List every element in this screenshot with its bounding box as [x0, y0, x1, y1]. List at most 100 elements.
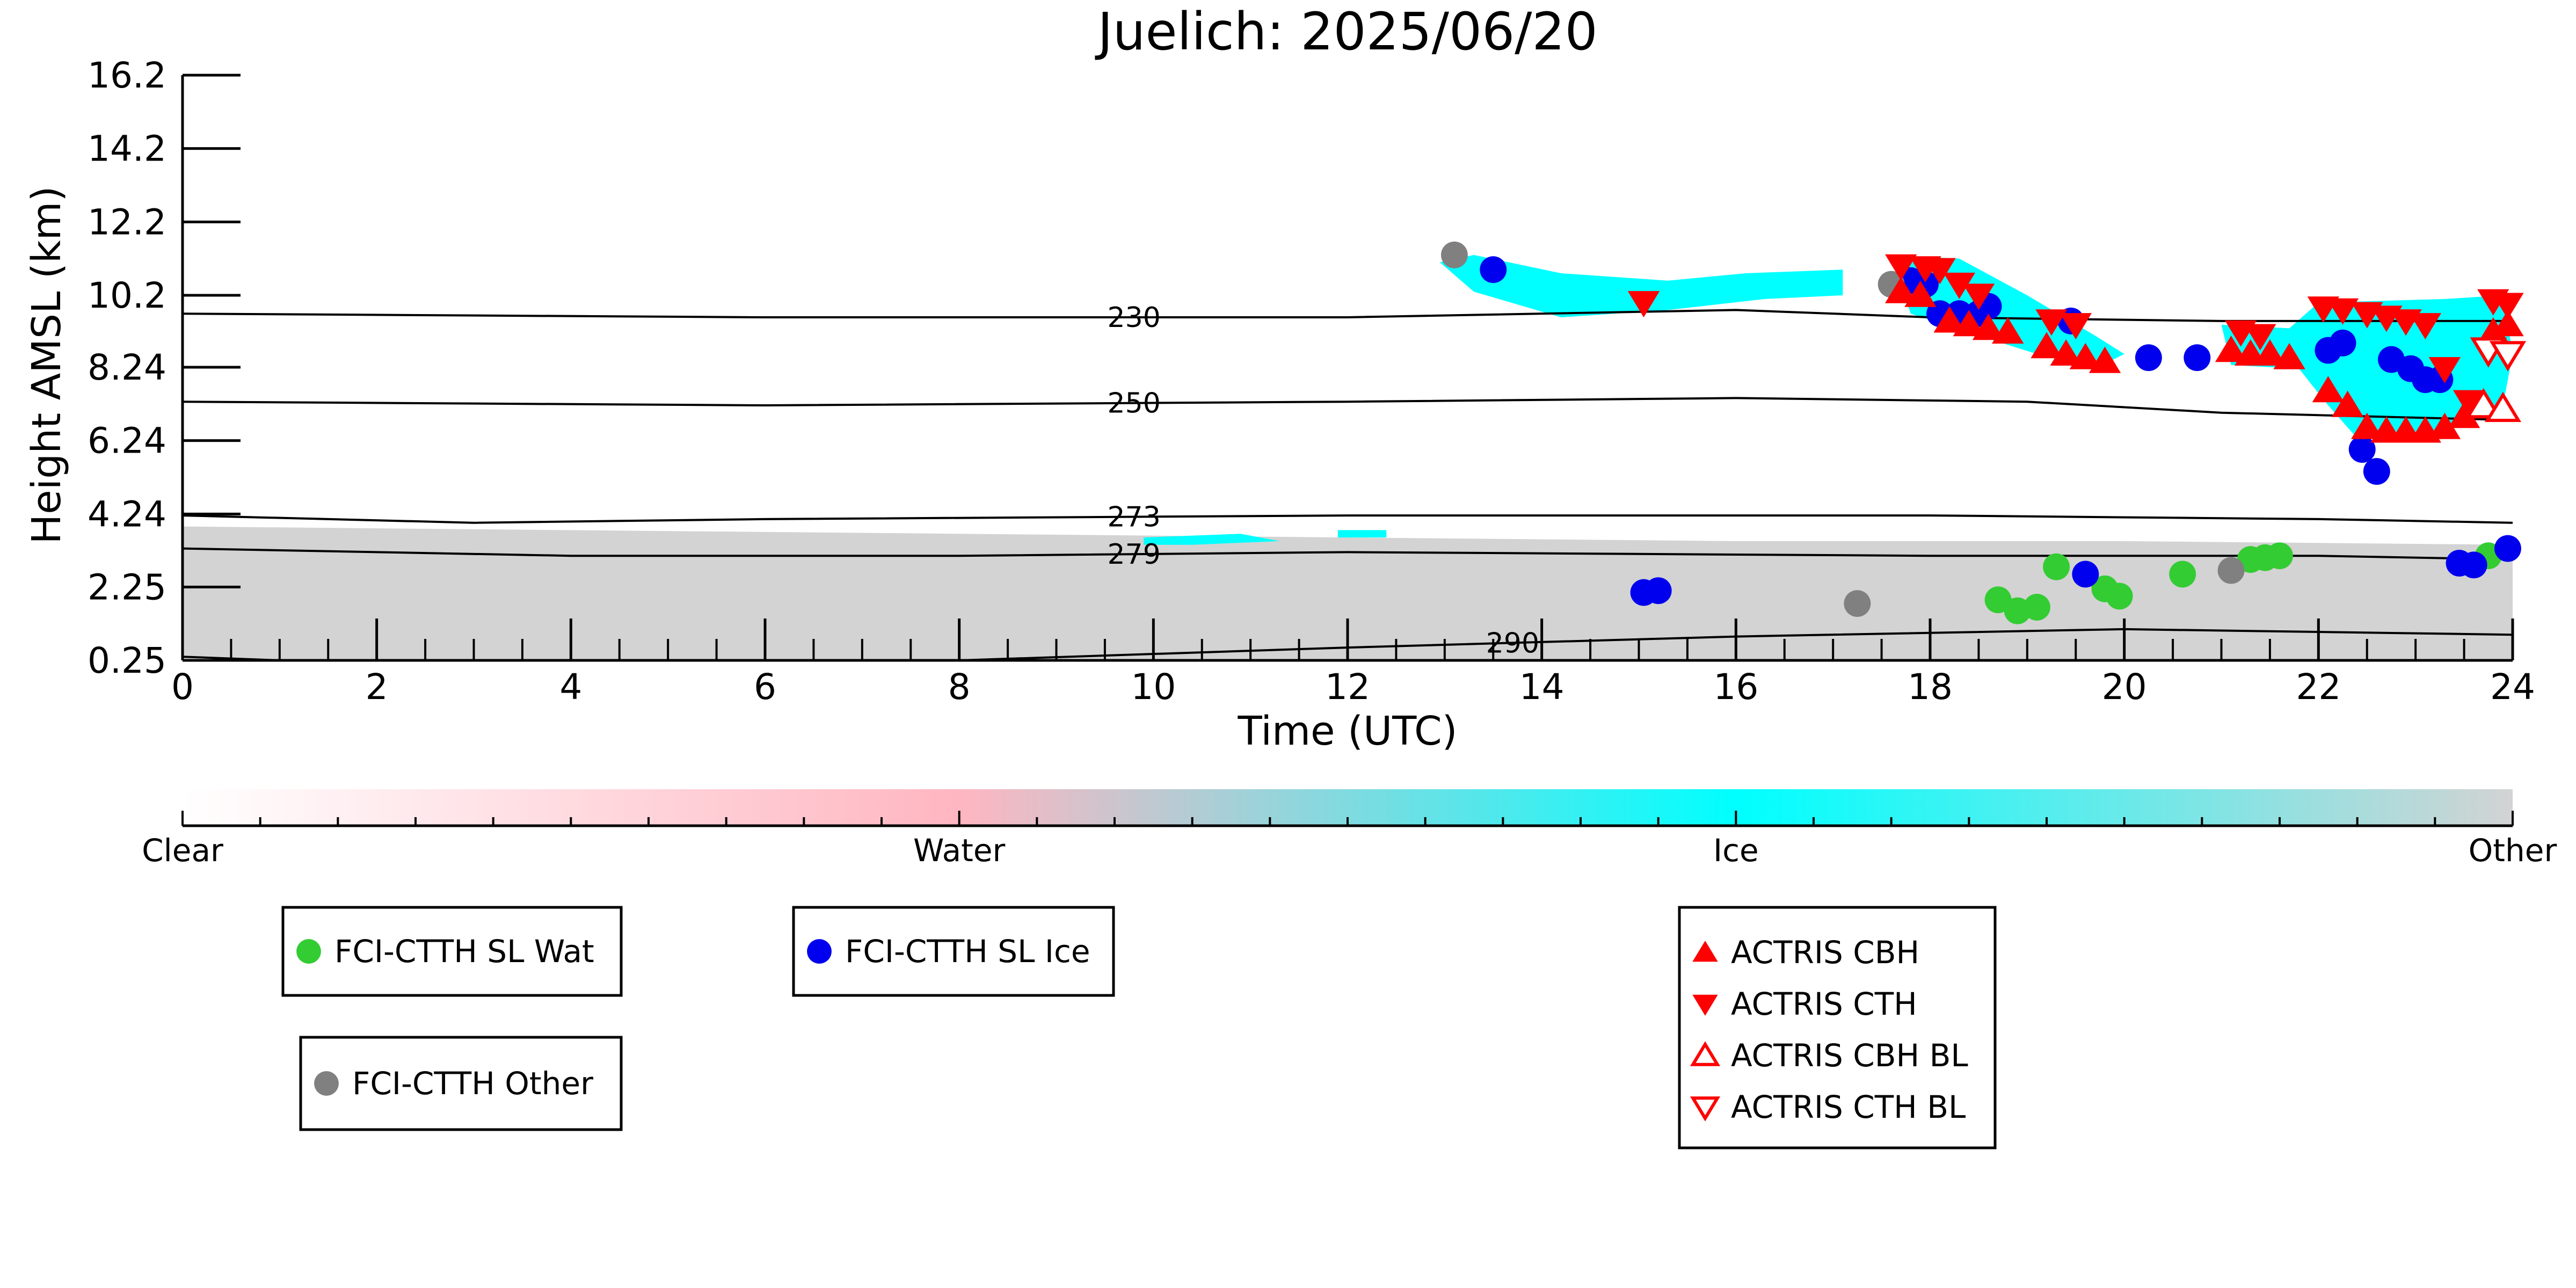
ice-cloud-region [1439, 254, 1843, 317]
data-point [1984, 586, 2012, 614]
legend-label: FCI-CTTH Other [352, 1065, 593, 1102]
series-fci-ctth-sl-ice [1480, 256, 2521, 606]
contour-label-290: 290 [1486, 627, 1539, 659]
legend-frame [1678, 906, 1997, 1149]
data-point [1885, 276, 1917, 303]
series-actris-cbh [1885, 276, 2524, 443]
y-tick-label: 12.2 [88, 201, 166, 243]
x-tick-label: 22 [2296, 666, 2341, 708]
legend-frame [299, 1036, 623, 1131]
contour-label-250: 250 [1108, 388, 1161, 420]
data-point [2050, 339, 2082, 366]
legend-marker [1690, 1041, 1721, 1066]
x-tick-label: 14 [1519, 666, 1564, 708]
data-point [1904, 280, 1937, 307]
y-tick-label: 16.2 [88, 55, 166, 96]
data-markers [1440, 241, 2527, 624]
y-tick-label: 10.2 [88, 275, 166, 316]
data-point [1992, 317, 2024, 344]
legends: FCI-CTTH SL Wat FCI-CTTH SL Ice FCI-CTTH O… [281, 906, 1997, 1149]
y-tick-label: 4.24 [88, 493, 166, 535]
data-point [2072, 561, 2099, 588]
contour-line-230 [182, 309, 2513, 322]
x-tick-label: 2 [366, 666, 388, 708]
y-tick-label: 14.2 [88, 128, 166, 170]
contour-label-273: 273 [1108, 501, 1161, 534]
colorbar-label: Other [2469, 832, 2557, 869]
contour-label-279: 279 [1108, 539, 1161, 571]
x-tick-label: 24 [2490, 666, 2535, 708]
data-point [1924, 258, 1956, 285]
x-tick-label: 10 [1131, 666, 1176, 708]
legend-marker [1692, 994, 1718, 1016]
data-point [1480, 256, 1507, 283]
colorbar-label: Water [913, 832, 1006, 869]
x-tick-label: 16 [1713, 666, 1758, 708]
data-point [2135, 344, 2162, 372]
data-point [2331, 390, 2364, 417]
data-point [2329, 329, 2356, 356]
data-point [1933, 306, 1966, 333]
data-point [2031, 332, 2063, 359]
data-point [2244, 324, 2276, 351]
ice-cloud-region [2221, 295, 2513, 439]
data-point [2169, 561, 2196, 588]
data-point [2023, 593, 2050, 621]
legend-box: FCI-CTTH SL Wat [281, 906, 623, 997]
legend-marker [314, 1071, 339, 1096]
contour-label-230: 230 [1108, 302, 1161, 334]
legend-frame [792, 906, 1115, 997]
y-tick-label: 6.24 [88, 420, 166, 462]
data-point [2428, 357, 2461, 384]
x-tick-label: 4 [559, 666, 582, 708]
data-point [2043, 553, 2070, 580]
data-point [2409, 313, 2441, 340]
y-axis-label: Height AMSL (km) [24, 186, 70, 544]
data-point [2494, 535, 2521, 562]
colorbar-labels: Clear Water Ice Other [142, 832, 2557, 869]
data-point [1953, 310, 1985, 337]
data-point [2060, 313, 2092, 340]
data-point [2484, 391, 2522, 422]
legend-label: ACTRIS CTH BL [1731, 1089, 1966, 1125]
plot-area: 230 250 273 279 290 [182, 241, 2527, 661]
contour-line-279 [182, 547, 2513, 561]
data-point [1972, 314, 2005, 340]
legend-box: FCI-CTTH SL Ice [792, 906, 1115, 997]
x-tick-label: 0 [171, 666, 194, 708]
ice-cloud-region [1337, 530, 1387, 538]
series-actris-cbh-bl [2465, 388, 2522, 422]
legend-label: FCI-CTTH SL Ice [845, 933, 1090, 970]
data-point [2351, 412, 2383, 439]
data-point [2089, 346, 2121, 373]
legend-marker [296, 939, 321, 964]
legend-box: ACTRIS CBH ACTRIS CTH ACTRIS CBH BL ACTRIS … [1678, 906, 1997, 1149]
data-point [2106, 583, 2133, 610]
data-point [2492, 293, 2524, 319]
legend-label: FCI-CTTH SL Wat [334, 933, 594, 970]
legend-marker [807, 939, 832, 964]
colorbar: Clear Water Ice Other [142, 789, 2557, 869]
legend-marker [1690, 1096, 1721, 1122]
data-point [2465, 388, 2502, 419]
series-fci-ctth-sl-wat [1984, 542, 2502, 624]
legend-marker [1692, 941, 1718, 962]
data-point [1885, 254, 1917, 281]
legend-frame [281, 906, 623, 997]
data-point [2266, 542, 2293, 570]
data-point [2217, 557, 2245, 584]
x-tick-label: 20 [2102, 666, 2147, 708]
contour-line-250 [182, 397, 2513, 421]
data-point [1844, 590, 1871, 617]
legend-label: ACTRIS CBH [1731, 934, 1919, 971]
x-tick-label: 8 [948, 666, 971, 708]
data-point [1627, 291, 1660, 318]
data-point [2184, 344, 2211, 372]
data-point [2312, 376, 2345, 403]
legend-box: FCI-CTTH Other [299, 1036, 623, 1131]
data-point [2326, 298, 2359, 325]
data-point [2273, 343, 2305, 369]
series-actris-cth [1627, 254, 2524, 417]
